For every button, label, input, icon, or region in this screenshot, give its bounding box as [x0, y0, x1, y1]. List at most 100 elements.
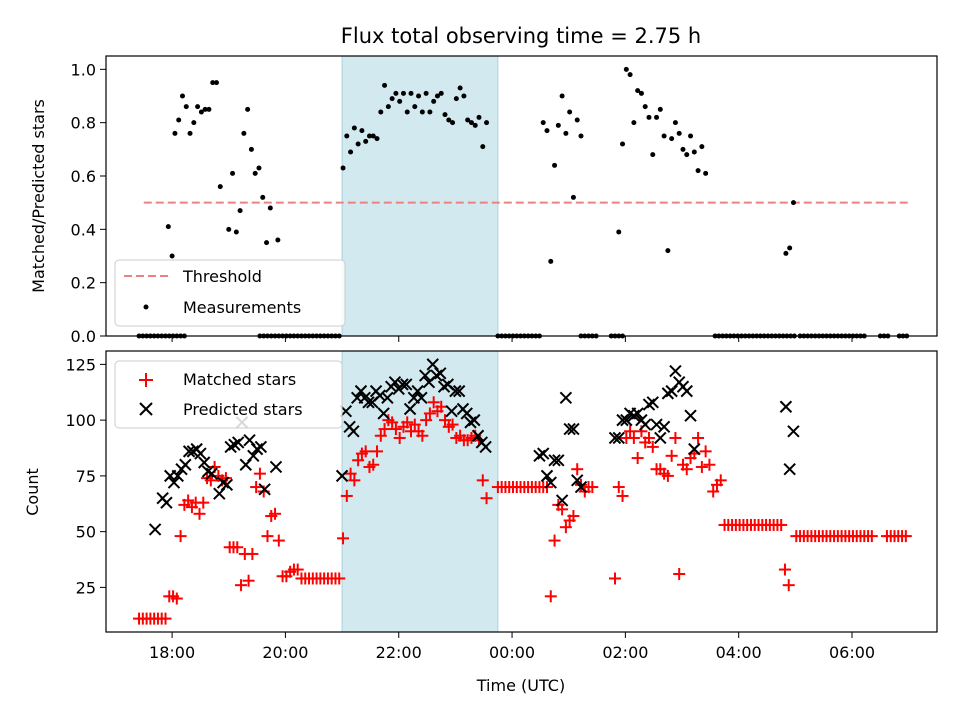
matched-star-point	[386, 416, 399, 429]
matched-star-point	[699, 445, 712, 458]
matched-star-point	[627, 431, 640, 444]
top-y-tick-label: 0.8	[71, 114, 96, 133]
matched-star-point	[476, 474, 489, 487]
count-points	[133, 358, 912, 625]
matched-star-point	[242, 574, 255, 587]
matched-star-point	[775, 518, 788, 531]
predicted-star-point	[231, 436, 245, 449]
measurement-point	[468, 120, 474, 126]
measurement-point	[695, 168, 701, 174]
measurement-point	[646, 114, 652, 120]
x-tick-label: 20:00	[262, 643, 308, 662]
measurement-point	[650, 152, 656, 158]
measurement-point	[397, 98, 403, 104]
predicted-star-point	[555, 494, 569, 507]
predicted-star-point	[471, 429, 485, 442]
top-axes-frame	[105, 55, 938, 337]
measurement-point	[230, 170, 236, 176]
predicted-star-point	[396, 378, 409, 391]
matched-star-point	[707, 485, 720, 498]
measurement-point	[783, 250, 789, 256]
predicted-star-point	[468, 413, 481, 427]
matched-star-point	[646, 440, 659, 453]
predicted-star-point	[194, 447, 207, 460]
measurement-point	[233, 229, 239, 235]
matched-star-point	[231, 541, 244, 554]
bottom-y-tick-label: 100	[65, 411, 96, 430]
matched-star-point	[446, 418, 459, 431]
measurements-legend-icon	[143, 304, 149, 310]
predicted-star-point	[258, 483, 271, 496]
measurement-point	[616, 229, 622, 235]
bottom-y-tick-label: 50	[76, 523, 96, 542]
matched-star-point	[680, 463, 693, 476]
bottom-legend-box	[114, 360, 343, 429]
chart-title: Flux total observing time = 2.75 h	[341, 24, 701, 48]
measurement-point	[389, 96, 395, 102]
predicted-star-point	[377, 407, 390, 420]
measurement-point	[198, 109, 204, 115]
predicted-star-point	[540, 469, 554, 483]
matched-star-point	[548, 534, 561, 547]
top-y-label: Matched/Predicted stars	[29, 99, 48, 293]
predicted-star-point	[418, 369, 432, 382]
measurement-point	[790, 200, 796, 206]
measurement-point	[574, 117, 580, 123]
predicted-star-point	[650, 418, 663, 431]
matched-star-point	[246, 547, 259, 560]
predicted-star-point	[787, 425, 800, 438]
predicted-star-point	[620, 413, 633, 427]
x-axis-label: Time (UTC)	[476, 676, 565, 695]
predicted-star-point	[167, 476, 181, 489]
measurement-point	[176, 117, 182, 123]
matched-star-point	[401, 416, 414, 429]
predicted-star-point	[411, 384, 424, 398]
measurement-point	[665, 248, 671, 254]
matched-legend-icon	[139, 373, 153, 387]
top-legend: Threshold Measurements	[114, 259, 346, 327]
predicted-star-point	[434, 367, 447, 380]
measurement-point	[423, 90, 429, 96]
predicted-legend-label: Predicted stars	[183, 400, 303, 419]
matched-star-point	[782, 579, 795, 592]
measurement-point	[355, 141, 361, 147]
predicted-star-point	[571, 474, 584, 487]
matched-star-point	[371, 445, 384, 458]
predicted-star-point	[452, 384, 466, 398]
measurement-point	[642, 104, 648, 110]
matched-star-point	[567, 510, 580, 523]
measurement-point	[382, 82, 388, 88]
measurement-point	[213, 80, 219, 86]
predicted-star-point	[254, 440, 268, 454]
measurement-point	[187, 130, 193, 136]
predicted-legend-icon	[139, 402, 153, 416]
measurement-point	[450, 120, 456, 126]
measurement-point	[465, 117, 471, 123]
measurement-point	[241, 130, 247, 136]
measurement-point	[563, 130, 569, 136]
measurement-point	[237, 208, 243, 214]
measurement-point	[404, 109, 410, 115]
measurement-point	[442, 112, 448, 118]
matched-star-point	[608, 572, 621, 585]
measurement-point	[552, 162, 558, 168]
predicted-star-point	[362, 396, 375, 409]
predicted-star-point	[269, 460, 283, 474]
matched-star-point	[344, 467, 357, 480]
measurement-point	[210, 80, 216, 86]
bottom-y-ticks: 25 50 75 100 125	[65, 355, 106, 597]
predicted-star-point	[182, 445, 196, 458]
matched-star-point	[182, 494, 195, 507]
matched-star-point	[420, 414, 433, 427]
matched-star-point	[174, 530, 187, 543]
predicted-star-point	[403, 402, 417, 416]
measurement-point	[340, 165, 346, 171]
predicted-star-point	[559, 391, 573, 405]
predicted-star-point	[608, 431, 622, 445]
matched-star-point	[586, 481, 599, 494]
bottom-y-tick-label: 25	[76, 578, 96, 597]
matched-star-point	[261, 530, 274, 543]
predicted-star-point	[657, 420, 671, 434]
predicted-star-point	[148, 523, 162, 536]
matched-star-point	[272, 534, 285, 547]
